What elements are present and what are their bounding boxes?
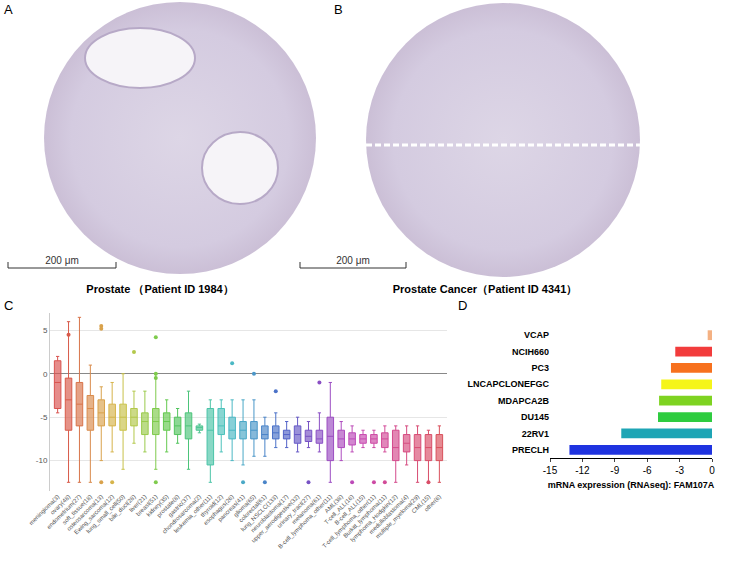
svg-text:osteosarcoma(13): osteosarcoma(13) (66, 494, 104, 532)
svg-text:VCAP: VCAP (524, 330, 549, 340)
html-text:B: B (334, 2, 343, 17)
svg-text:LNCAPCLONEFGC: LNCAPCLONEFGC (468, 379, 550, 389)
html-text:A: A (4, 2, 13, 17)
svg-text:upper_aerodigestive(32): upper_aerodigestive(32) (250, 494, 300, 544)
svg-text:-12: -12 (575, 465, 590, 476)
svg-text:Ewing_sarcoma(12): Ewing_sarcoma(12) (73, 494, 115, 536)
svg-text:breast(51): breast(51) (135, 494, 159, 518)
svg-text:B-cell_lymphoma_other(11): B-cell_lymphoma_other(11) (277, 494, 333, 550)
svg-text:200 μm: 200 μm (336, 255, 370, 266)
svg-text:ovary(48): ovary(48) (49, 494, 71, 516)
svg-text:other(6): other(6) (423, 494, 442, 513)
svg-text:medulloblastoma(4): medulloblastoma(4) (368, 494, 410, 536)
svg-text:endometrium(27): endometrium(27) (46, 494, 83, 531)
svg-text:B-cell_ALL(15): B-cell_ALL(15) (334, 494, 366, 526)
svg-text:-9: -9 (610, 465, 619, 476)
svg-text:meningioma(3): meningioma(3) (28, 494, 61, 527)
svg-text:200 μm: 200 μm (45, 255, 79, 266)
svg-text:PC3: PC3 (531, 363, 549, 373)
svg-text:-6: -6 (643, 465, 652, 476)
svg-text:DU145: DU145 (521, 412, 549, 422)
html-text:Prostate （Patient ID 1984）: Prostate （Patient ID 1984） (86, 283, 234, 295)
svg-text:0: 0 (43, 370, 48, 379)
svg-text:leukemia_other(11): leukemia_other(11) (173, 494, 213, 534)
svg-text:urinary_tract(27): urinary_tract(27) (276, 494, 311, 529)
svg-text:bile_duct(28): bile_duct(28) (108, 494, 137, 523)
svg-text:Burkitt_lymphoma(11): Burkitt_lymphoma(11) (342, 494, 387, 539)
svg-text:-3: -3 (675, 465, 684, 476)
svg-text:lung_NSCLC(133): lung_NSCLC(133) (240, 494, 279, 533)
svg-text:CML(15): CML(15) (411, 494, 432, 515)
svg-text:colorectal(61): colorectal(61) (238, 494, 268, 524)
svg-text:mRNA expression (RNAseq): FAM1: mRNA expression (RNAseq): FAM107A (548, 480, 715, 490)
svg-text:NCIH660: NCIH660 (512, 347, 549, 357)
svg-text:multiple_myeloma(29): multiple_myeloma(29) (374, 494, 420, 540)
svg-text:AML(38): AML(38) (324, 494, 345, 515)
svg-text:glioma(65): glioma(65) (232, 494, 256, 518)
svg-text:-10: -10 (36, 456, 48, 465)
svg-text:esophagus(26): esophagus(26) (202, 494, 235, 527)
svg-text:lung_small_cell(50): lung_small_cell(50) (85, 494, 126, 535)
svg-text:thyroid(12): thyroid(12) (200, 494, 225, 519)
html-text:D: D (458, 298, 468, 313)
svg-text:melanoma(61): melanoma(61) (291, 494, 323, 526)
svg-text:PRECLH: PRECLH (512, 445, 549, 455)
svg-text:kidney(35): kidney(35) (145, 494, 169, 518)
html-text:Prostate Cancer（Patient ID 434: Prostate Cancer（Patient ID 4341） (392, 283, 578, 295)
svg-text:pancreas(41): pancreas(41) (217, 494, 246, 523)
svg-text:lymphoma_Hodgkin(12): lymphoma_Hodgkin(12) (349, 494, 398, 543)
svg-text:-15: -15 (543, 465, 558, 476)
svg-text:5: 5 (43, 326, 48, 335)
html-text:C: C (4, 298, 14, 313)
svg-text:liver(21): liver(21) (128, 494, 148, 514)
svg-text:22RV1: 22RV1 (522, 429, 549, 439)
svg-text:prostate(8): prostate(8) (156, 494, 181, 519)
svg-text:MDAPCA2B: MDAPCA2B (498, 396, 550, 406)
svg-text:neuroblastoma(17): neuroblastoma(17) (250, 494, 290, 534)
svg-text:gastric(37): gastric(37) (167, 494, 191, 518)
svg-text:T-cell_ALL(16): T-cell_ALL(16) (323, 494, 355, 526)
svg-text:chondrosarcoma(2): chondrosarcoma(2) (161, 494, 202, 535)
svg-text:T-cell_lymphoma_other(11): T-cell_lymphoma_other(11) (321, 494, 377, 550)
svg-text:soft_tissue(18): soft_tissue(18) (61, 494, 93, 526)
svg-text:0: 0 (709, 465, 715, 476)
svg-text:-5: -5 (40, 413, 48, 422)
